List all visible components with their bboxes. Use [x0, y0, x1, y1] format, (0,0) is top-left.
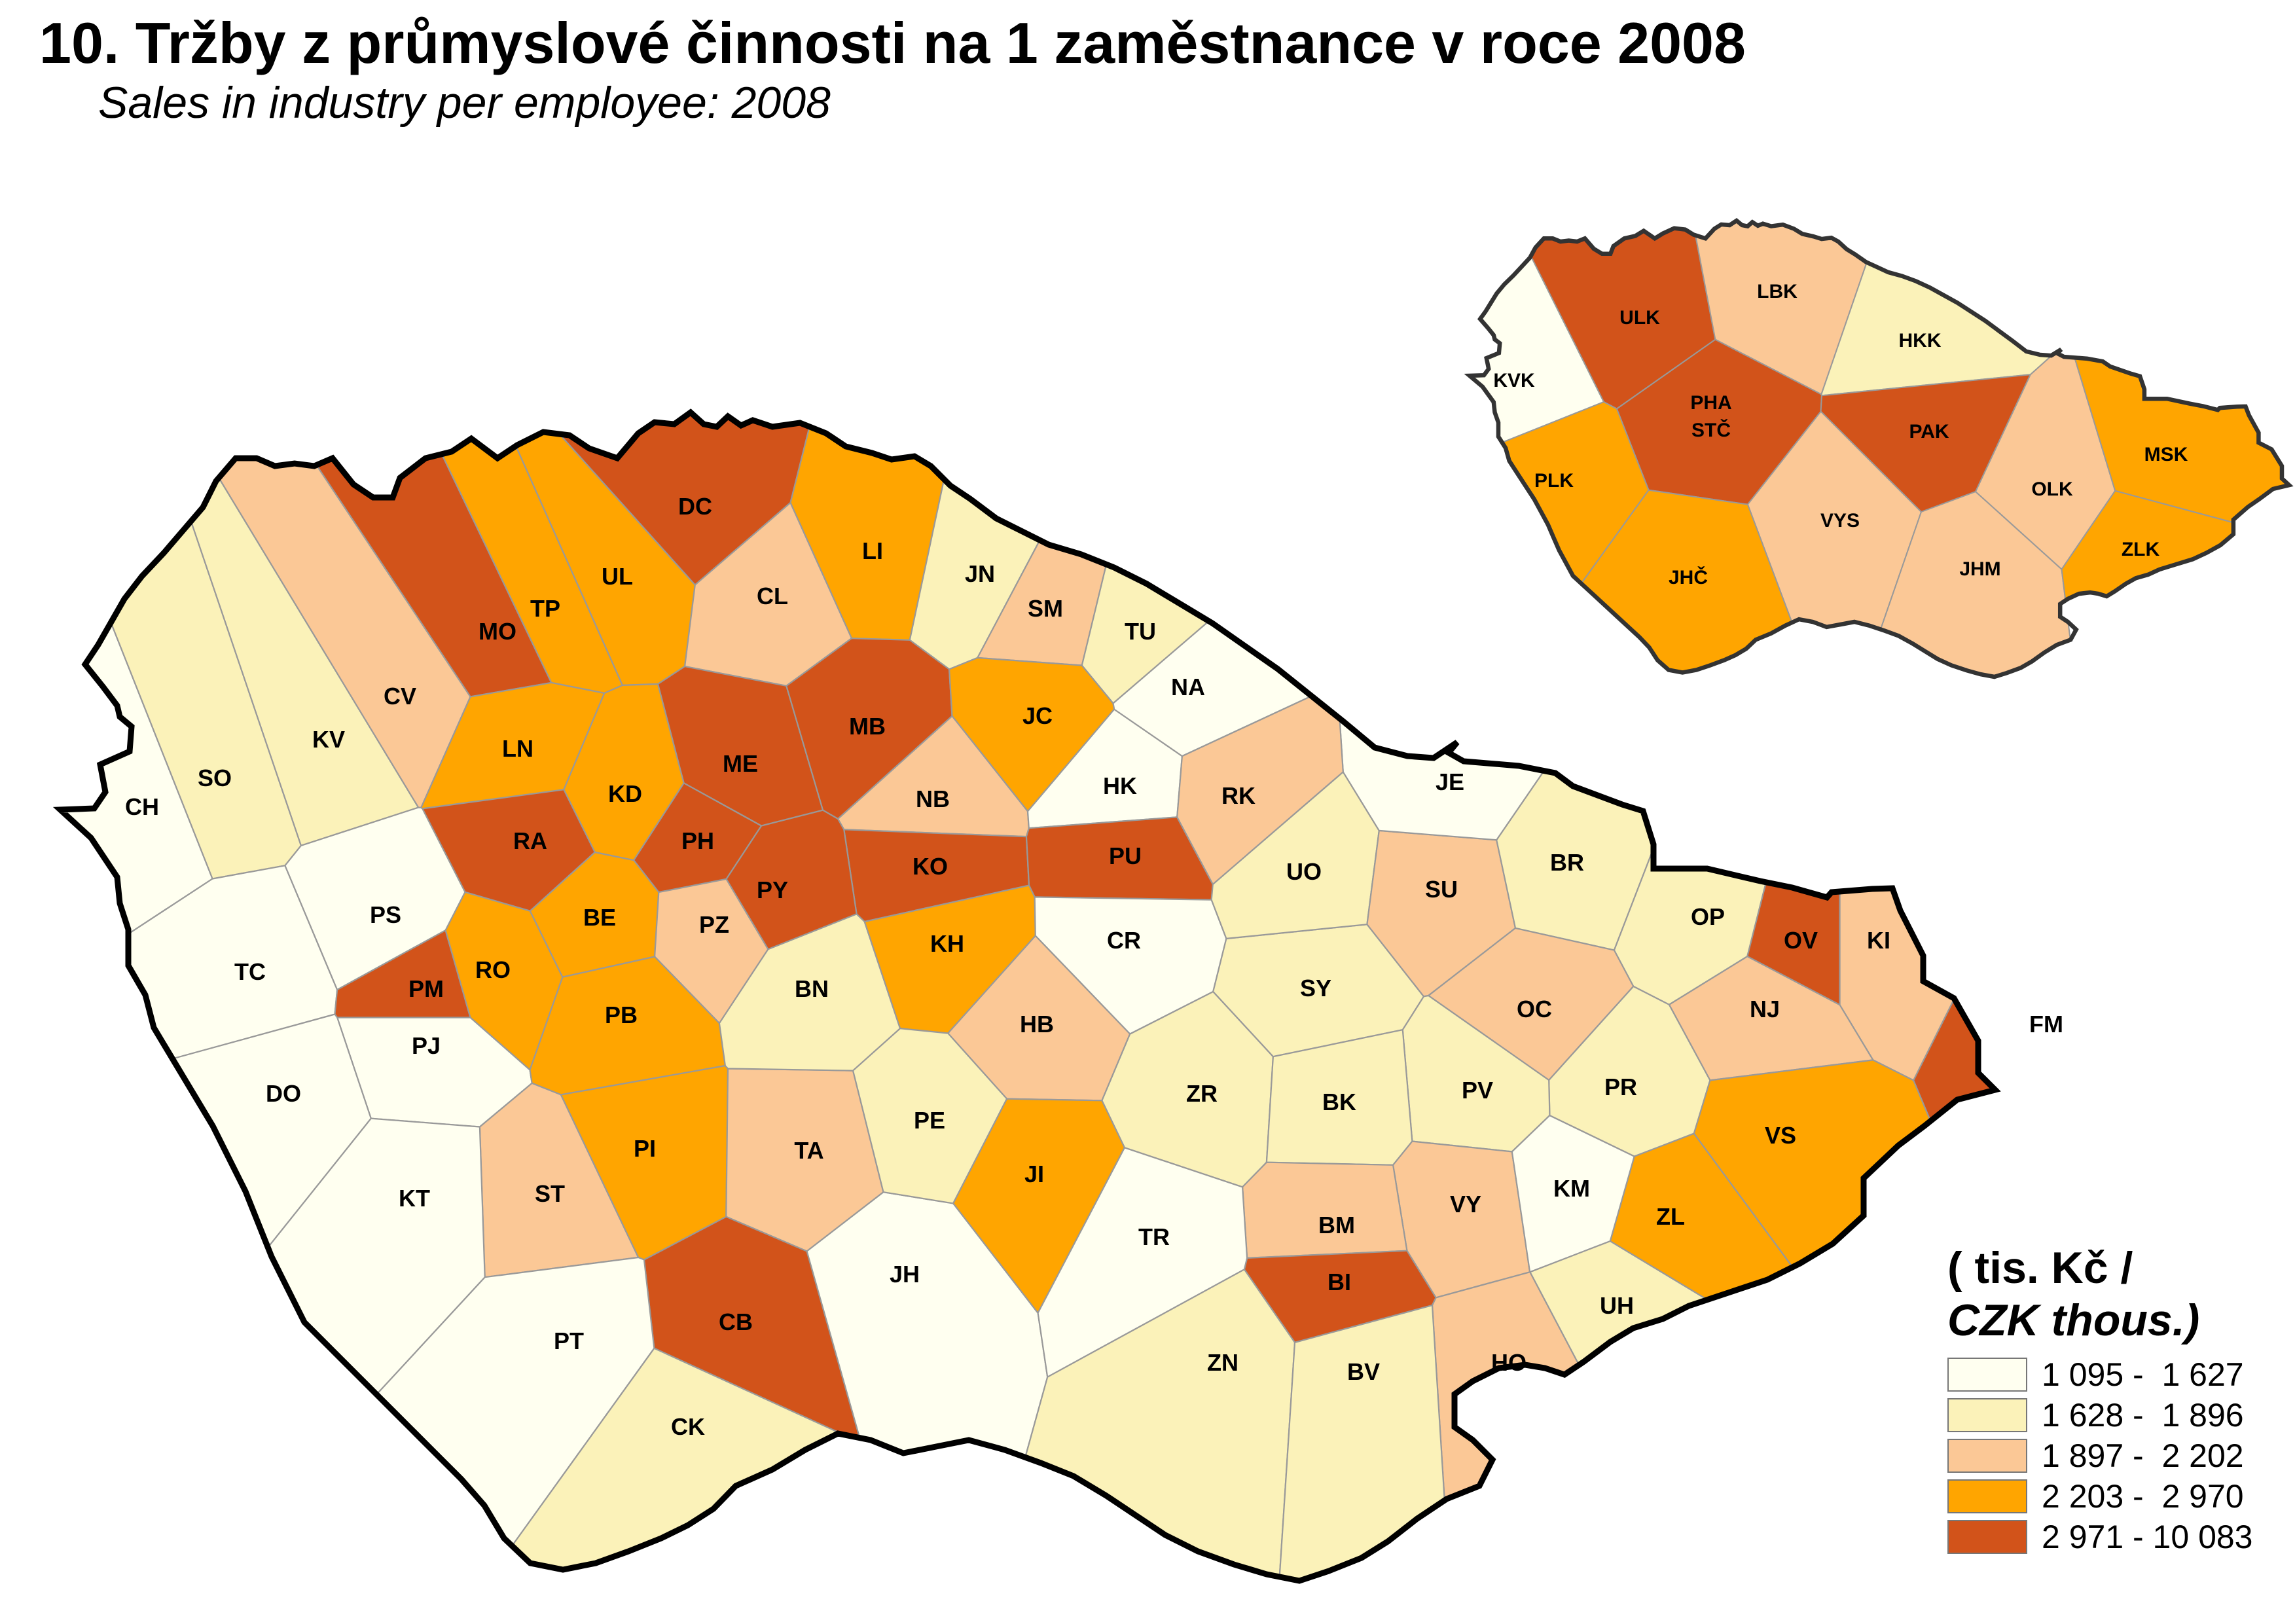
svg-text:NB: NB	[916, 785, 950, 812]
svg-text:KI: KI	[1867, 927, 1890, 954]
svg-text:SU: SU	[1425, 876, 1458, 903]
svg-text:OLK: OLK	[2031, 478, 2073, 500]
svg-text:KVK: KVK	[1493, 370, 1535, 391]
svg-text:SO: SO	[198, 765, 232, 791]
svg-text:PR: PR	[1604, 1074, 1637, 1100]
svg-text:NA: NA	[1171, 674, 1205, 700]
svg-text:CB: CB	[719, 1308, 753, 1335]
svg-text:PI: PI	[634, 1135, 656, 1162]
svg-text:CL: CL	[757, 583, 788, 609]
svg-text:OP: OP	[1691, 903, 1725, 930]
svg-text:TA: TA	[794, 1137, 823, 1164]
svg-text:UO: UO	[1286, 858, 1322, 885]
svg-text:JHČ: JHČ	[1669, 566, 1708, 588]
svg-text:PZ: PZ	[699, 911, 729, 938]
svg-text:BK: BK	[1322, 1089, 1356, 1115]
svg-text:LI: LI	[862, 537, 883, 564]
svg-text:MSK: MSK	[2144, 444, 2188, 465]
svg-text:RO: RO	[475, 956, 511, 983]
svg-text:ZN: ZN	[1207, 1349, 1238, 1376]
svg-text:BN: BN	[795, 975, 829, 1002]
svg-text:HK: HK	[1103, 772, 1137, 799]
svg-text:ST: ST	[535, 1180, 565, 1207]
svg-text:JHM: JHM	[1959, 558, 2000, 580]
svg-text:KM: KM	[1553, 1175, 1590, 1202]
svg-text:JN: JN	[965, 560, 995, 587]
svg-text:MB: MB	[849, 713, 886, 740]
svg-text:CV: CV	[384, 683, 416, 710]
svg-text:HB: HB	[1020, 1011, 1054, 1038]
svg-text:ME: ME	[723, 750, 758, 777]
svg-text:VY: VY	[1450, 1191, 1481, 1218]
svg-text:DC: DC	[678, 493, 712, 520]
svg-text:KO: KO	[913, 853, 948, 880]
svg-text:PU: PU	[1109, 842, 1142, 869]
svg-text:CR: CR	[1107, 927, 1141, 954]
svg-text:ULK: ULK	[1619, 307, 1660, 329]
svg-text:PE: PE	[914, 1107, 945, 1134]
svg-text:TU: TU	[1125, 618, 1156, 645]
svg-text:VYS: VYS	[1820, 510, 1860, 532]
svg-text:OV: OV	[1784, 927, 1818, 954]
svg-text:LN: LN	[502, 735, 533, 762]
svg-text:JH: JH	[890, 1261, 920, 1288]
svg-text:STČ: STČ	[1691, 419, 1731, 441]
svg-text:BI: BI	[1328, 1269, 1351, 1295]
svg-text:KD: KD	[608, 780, 642, 807]
svg-text:BE: BE	[583, 904, 616, 931]
svg-text:PH: PH	[681, 827, 714, 854]
svg-text:PAK: PAK	[1909, 421, 1949, 442]
svg-text:CK: CK	[671, 1413, 705, 1440]
svg-text:PY: PY	[757, 876, 788, 903]
svg-text:PJ: PJ	[412, 1032, 441, 1059]
svg-text:SM: SM	[1028, 595, 1063, 622]
svg-text:VS: VS	[1765, 1122, 1796, 1149]
svg-text:BM: BM	[1318, 1212, 1355, 1238]
svg-text:TR: TR	[1138, 1223, 1170, 1250]
svg-text:JE: JE	[1436, 768, 1464, 795]
svg-text:CH: CH	[125, 793, 159, 820]
svg-text:ZL: ZL	[1656, 1203, 1685, 1230]
svg-text:JC: JC	[1022, 702, 1053, 729]
svg-text:SY: SY	[1300, 975, 1331, 1001]
svg-text:PT: PT	[554, 1327, 584, 1354]
svg-text:UH: UH	[1600, 1292, 1634, 1319]
svg-text:PM: PM	[408, 975, 444, 1002]
svg-text:KH: KH	[930, 930, 964, 957]
svg-text:ZLK: ZLK	[2122, 539, 2160, 560]
svg-text:PS: PS	[370, 901, 401, 928]
svg-text:JI: JI	[1024, 1161, 1044, 1187]
svg-text:PLK: PLK	[1534, 470, 1574, 492]
svg-text:TP: TP	[530, 595, 560, 622]
svg-text:FM: FM	[2029, 1011, 2063, 1038]
svg-text:PV: PV	[1462, 1077, 1493, 1104]
svg-text:PB: PB	[605, 1001, 638, 1028]
svg-text:DO: DO	[266, 1080, 301, 1107]
svg-text:UL: UL	[602, 563, 633, 590]
svg-text:NJ: NJ	[1750, 996, 1780, 1022]
svg-text:OC: OC	[1517, 996, 1552, 1022]
svg-text:ZR: ZR	[1186, 1080, 1218, 1107]
svg-text:KV: KV	[312, 726, 345, 753]
svg-text:KT: KT	[399, 1185, 430, 1212]
svg-text:RK: RK	[1221, 782, 1256, 809]
svg-text:RA: RA	[513, 827, 547, 854]
svg-text:BV: BV	[1347, 1358, 1380, 1385]
svg-text:PHA: PHA	[1690, 392, 1731, 414]
svg-text:MO: MO	[479, 618, 516, 645]
svg-text:TC: TC	[234, 958, 266, 985]
svg-text:HO: HO	[1491, 1349, 1527, 1376]
svg-text:LBK: LBK	[1757, 281, 1798, 302]
svg-text:HKK: HKK	[1899, 330, 1942, 352]
svg-text:BR: BR	[1550, 849, 1584, 876]
